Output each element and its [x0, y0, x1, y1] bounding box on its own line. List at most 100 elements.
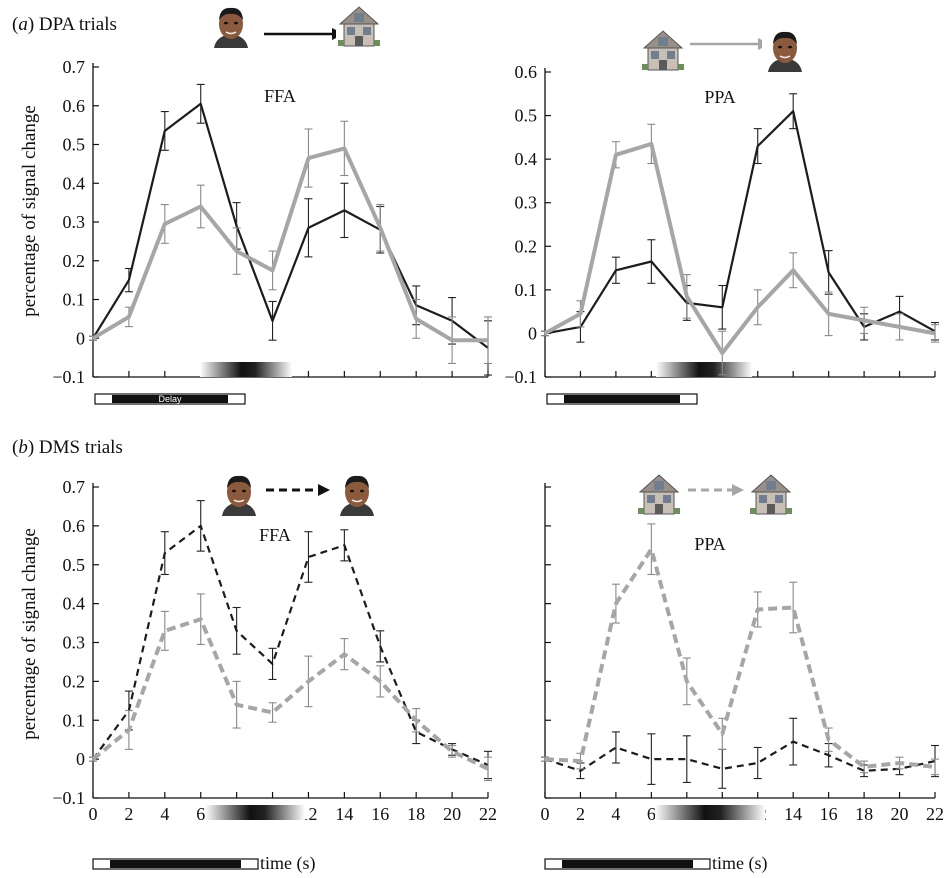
panel-a-letter: a — [18, 14, 28, 35]
y-tick-label: 0.4 — [63, 173, 86, 193]
x-tick-label: 2 — [576, 804, 585, 824]
x-axis-label: time (s) — [260, 853, 316, 874]
series-line — [544, 141, 936, 355]
chart-b-ffa: 0.70.60.50.40.30.20.10−0.102468101214161… — [52, 477, 497, 874]
y-tick-label: 0.4 — [515, 149, 538, 169]
x-tick-label: 22 — [926, 804, 944, 824]
region-label: PPA — [704, 87, 735, 107]
timeline-delay-fill — [564, 395, 680, 403]
x-tick-label: 16 — [371, 804, 389, 824]
series-line — [92, 524, 489, 767]
y-tick-label: 0.5 — [63, 135, 86, 155]
x-tick-label: 22 — [479, 804, 497, 824]
stimulus-delay-shading — [656, 362, 752, 377]
region-label: PPA — [694, 534, 725, 554]
y-tick-label: 0.2 — [63, 671, 86, 691]
panel-b-title: DMS trials — [38, 437, 123, 458]
y-tick-label: −0.1 — [52, 788, 85, 808]
face-icon — [761, 27, 809, 73]
trial-timeline-bar — [92, 858, 259, 870]
series-line — [92, 102, 489, 349]
y-tick-label: 0.5 — [515, 106, 538, 126]
y-tick-label: 0.1 — [515, 280, 538, 300]
house-icon — [635, 471, 683, 517]
plots: 0.70.60.50.40.30.20.10−0.1DelayFFA0.60.5… — [52, 57, 944, 874]
panel-b-letter: b — [18, 437, 28, 458]
series-black-solid — [89, 83, 492, 376]
series-line — [91, 617, 489, 771]
series-gray-solid — [89, 120, 492, 364]
x-tick-label: 6 — [196, 804, 205, 824]
trial-timeline-bar — [544, 858, 711, 870]
stimulus-house-face-gray — [639, 27, 809, 73]
y-tick-label: 0.7 — [63, 477, 86, 497]
stimulus-face-house-black — [207, 3, 383, 49]
y-tick-label: 0.3 — [63, 633, 86, 653]
y-tick-label: 0.6 — [515, 62, 538, 82]
arrow-head-icon — [318, 484, 330, 496]
x-axis-label: time (s) — [712, 853, 768, 874]
series-black-dashed — [541, 717, 939, 789]
x-tick-label: 4 — [160, 804, 169, 824]
timeline-delay-fill — [562, 860, 693, 868]
x-tick-label: 6 — [647, 804, 656, 824]
y-tick-label: 0.2 — [63, 251, 86, 271]
y-tick-label: 0 — [528, 323, 537, 343]
chart-b-ppa: 0246810121416182022time (s)PPA — [541, 483, 944, 874]
x-tick-label: 20 — [443, 804, 461, 824]
series-black-solid — [541, 93, 939, 343]
trial-timeline-bar: Delay — [94, 393, 246, 405]
x-tick-label: 14 — [335, 804, 353, 824]
series-line — [544, 110, 936, 335]
y-tick-label: 0 — [76, 749, 85, 769]
y-tick-label: −0.1 — [52, 367, 85, 387]
timeline-delay-fill — [112, 395, 228, 403]
region-label: FFA — [264, 86, 296, 106]
arrow-head-icon — [732, 484, 744, 496]
x-tick-label: 2 — [124, 804, 133, 824]
house-icon — [335, 3, 383, 49]
series-gray-solid — [541, 123, 939, 376]
x-tick-label: 18 — [855, 804, 873, 824]
x-tick-label: 16 — [820, 804, 838, 824]
house-icon — [747, 471, 795, 517]
chart-a-ppa: 0.6 0.5 0.4 0.3 0.2 0.1 0 −0.1 PPA — [504, 62, 939, 405]
series-line — [91, 146, 488, 343]
series-line — [544, 740, 936, 772]
x-tick-label: 20 — [891, 804, 909, 824]
x-tick-label: 18 — [407, 804, 425, 824]
stimulus-delay-shading — [655, 805, 765, 820]
y-tick-label: 0.7 — [63, 57, 86, 77]
x-tick-label: 14 — [784, 804, 802, 824]
chart-a-ffa: 0.7 0.6 0.5 0.4 0.3 0.2 0.1 0 −0.1 Delay FFA — [52, 57, 492, 405]
y-tick-label: 0.2 — [515, 236, 538, 256]
series-line — [544, 547, 936, 769]
face-icon — [207, 3, 255, 49]
trial-timeline-bar — [546, 393, 698, 405]
y-tick-label: 0.1 — [63, 710, 86, 730]
face-icon — [215, 471, 263, 517]
house-icon — [639, 27, 687, 73]
y-tick-label: 0.3 — [515, 193, 538, 213]
y-tick-label: 0.1 — [63, 290, 86, 310]
y-tick-label: 0.3 — [63, 212, 86, 232]
stimulus-delay-shading — [200, 362, 292, 377]
panel-b-label: (b) DMS trials — [12, 437, 123, 458]
stimulus-delay-shading — [205, 805, 305, 820]
x-tick-label: 0 — [541, 804, 550, 824]
y-tick-label: 0 — [76, 328, 85, 348]
delay-label: Delay — [158, 394, 182, 404]
series-gray-dashed — [89, 593, 492, 782]
region-label: FFA — [259, 525, 291, 545]
y-tick-label: −0.1 — [504, 367, 537, 387]
y-tick-label: 0.4 — [63, 594, 86, 614]
stimulus-house-house-gray-dashed — [635, 471, 795, 517]
stimulus-face-face-black-dashed — [215, 471, 381, 517]
panel-a-title: DPA trials — [38, 14, 117, 35]
x-tick-label: 4 — [611, 804, 620, 824]
face-icon — [333, 471, 381, 517]
panel-a-label: (a) DPA trials — [12, 14, 117, 35]
y-tick-label: 0.6 — [63, 516, 86, 536]
x-tick-label: 0 — [89, 804, 98, 824]
